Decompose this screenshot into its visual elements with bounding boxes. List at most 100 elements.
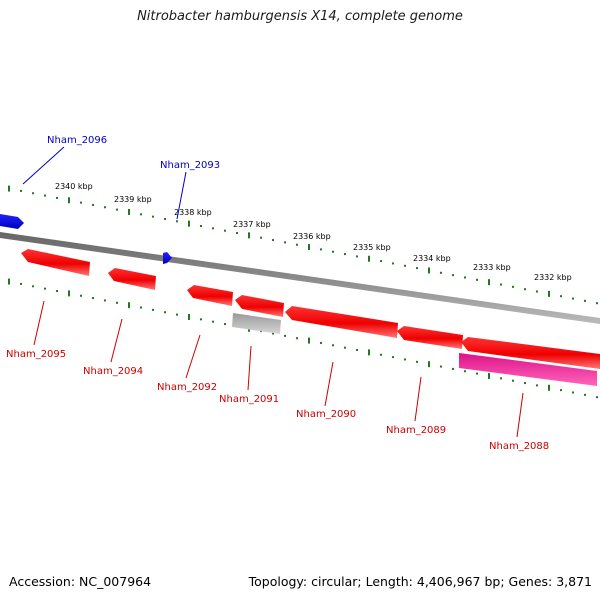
scale-tick [512, 379, 514, 382]
scale-label: 2334 kbp [413, 254, 451, 263]
scale-tick [296, 337, 298, 340]
scale-tick [188, 313, 190, 320]
scale-tick [176, 313, 178, 316]
scale-tick [440, 365, 442, 368]
scale-tick [488, 279, 490, 286]
scale-tick [272, 332, 274, 335]
scale-tick [32, 192, 34, 195]
scale-tick [512, 285, 514, 288]
scale-tick [428, 361, 430, 368]
scale-tick [68, 290, 70, 297]
scale-label: 2338 kbp [174, 208, 212, 217]
scale-tick [368, 349, 370, 356]
scale-tick [8, 185, 10, 192]
gene-nham-2088-rna[interactable] [459, 353, 597, 386]
scale-tick [164, 311, 166, 314]
scale-tick [452, 367, 454, 370]
leader-line [176, 171, 187, 220]
scale-tick [272, 239, 274, 242]
gene-nham-2096[interactable] [0, 214, 24, 229]
leader-line [516, 392, 524, 438]
scale-tick [524, 382, 526, 385]
leader-line [247, 345, 252, 391]
scale-label: 2333 kbp [473, 263, 511, 272]
map-title: Nitrobacter hamburgensis X14, complete g… [137, 9, 463, 24]
gene-nham-2089[interactable] [397, 326, 463, 349]
scale-tick [164, 217, 166, 220]
scale-tick [236, 232, 238, 235]
scale-tick [92, 297, 94, 300]
scale-tick [584, 299, 586, 302]
scale-tick [128, 302, 130, 309]
scale-tick [68, 197, 70, 204]
gene-label-nham-2096: Nham_2096 [47, 135, 107, 146]
scale-tick [56, 196, 58, 199]
scale-tick [428, 267, 430, 274]
scale-tick [332, 344, 334, 347]
outer-scale-track [8, 185, 598, 305]
scale-tick [104, 299, 106, 302]
scale-tick [548, 384, 550, 391]
scale-tick [392, 356, 394, 359]
leader-line [110, 318, 123, 363]
scale-tick [140, 213, 142, 216]
genome-backbone [0, 232, 600, 324]
scale-tick [332, 250, 334, 253]
scale-tick [572, 391, 574, 394]
scale-tick [92, 203, 94, 206]
gene-label-nham-2092: Nham_2092 [157, 382, 217, 393]
gene-label-nham-2094: Nham_2094 [83, 366, 143, 377]
gene-nham-2094[interactable] [108, 268, 156, 290]
scale-tick [476, 372, 478, 375]
scale-tick [356, 255, 358, 258]
scale-tick [20, 189, 22, 192]
scale-tick [476, 278, 478, 281]
gene-nham-2095[interactable] [21, 249, 90, 276]
scale-tick [80, 201, 82, 204]
gene-label-nham-2095: Nham_2095 [6, 349, 66, 360]
scale-label: 2339 kbp [114, 195, 152, 204]
gene-label-nham-2090: Nham_2090 [296, 409, 356, 420]
scale-tick [320, 341, 322, 344]
scale-tick [224, 229, 226, 232]
gene-nham-2093[interactable] [163, 252, 172, 264]
scale-tick [536, 384, 538, 387]
gene-nham-2090[interactable] [285, 306, 398, 338]
scale-tick [344, 346, 346, 349]
gene-label-nham-2089: Nham_2089 [386, 425, 446, 436]
scale-tick [440, 271, 442, 274]
scale-tick [524, 288, 526, 291]
scale-tick [320, 248, 322, 251]
scale-tick [140, 306, 142, 309]
scale-tick [224, 323, 226, 326]
scale-tick [344, 253, 346, 256]
gene-nham-2091[interactable] [235, 295, 284, 317]
scale-tick [284, 334, 286, 337]
scale-tick [380, 353, 382, 356]
scale-label: 2335 kbp [353, 243, 391, 252]
scale-tick [536, 290, 538, 293]
scale-tick [8, 278, 10, 285]
gene-label-nham-2088: Nham_2088 [489, 441, 549, 452]
scale-tick [596, 396, 598, 399]
gene-nham-2091-pseudo[interactable] [232, 313, 281, 334]
scale-tick [32, 285, 34, 288]
scale-tick [128, 208, 130, 215]
scale-tick [248, 232, 250, 239]
scale-tick [560, 295, 562, 298]
scale-tick [80, 294, 82, 297]
scale-tick [296, 243, 298, 246]
scale-tick [116, 208, 118, 211]
scale-tick [284, 241, 286, 244]
gene-nham-2092[interactable] [187, 285, 233, 306]
scale-tick [464, 276, 466, 279]
scale-tick [152, 308, 154, 311]
scale-tick [596, 302, 598, 305]
gene-nham-2088-cds[interactable] [461, 337, 600, 369]
accession-text: Accession: NC_007964 [9, 574, 152, 589]
scale-tick [548, 290, 550, 297]
scale-tick [44, 194, 46, 197]
scale-tick [188, 220, 190, 227]
scale-label: 2332 kbp [534, 273, 572, 282]
